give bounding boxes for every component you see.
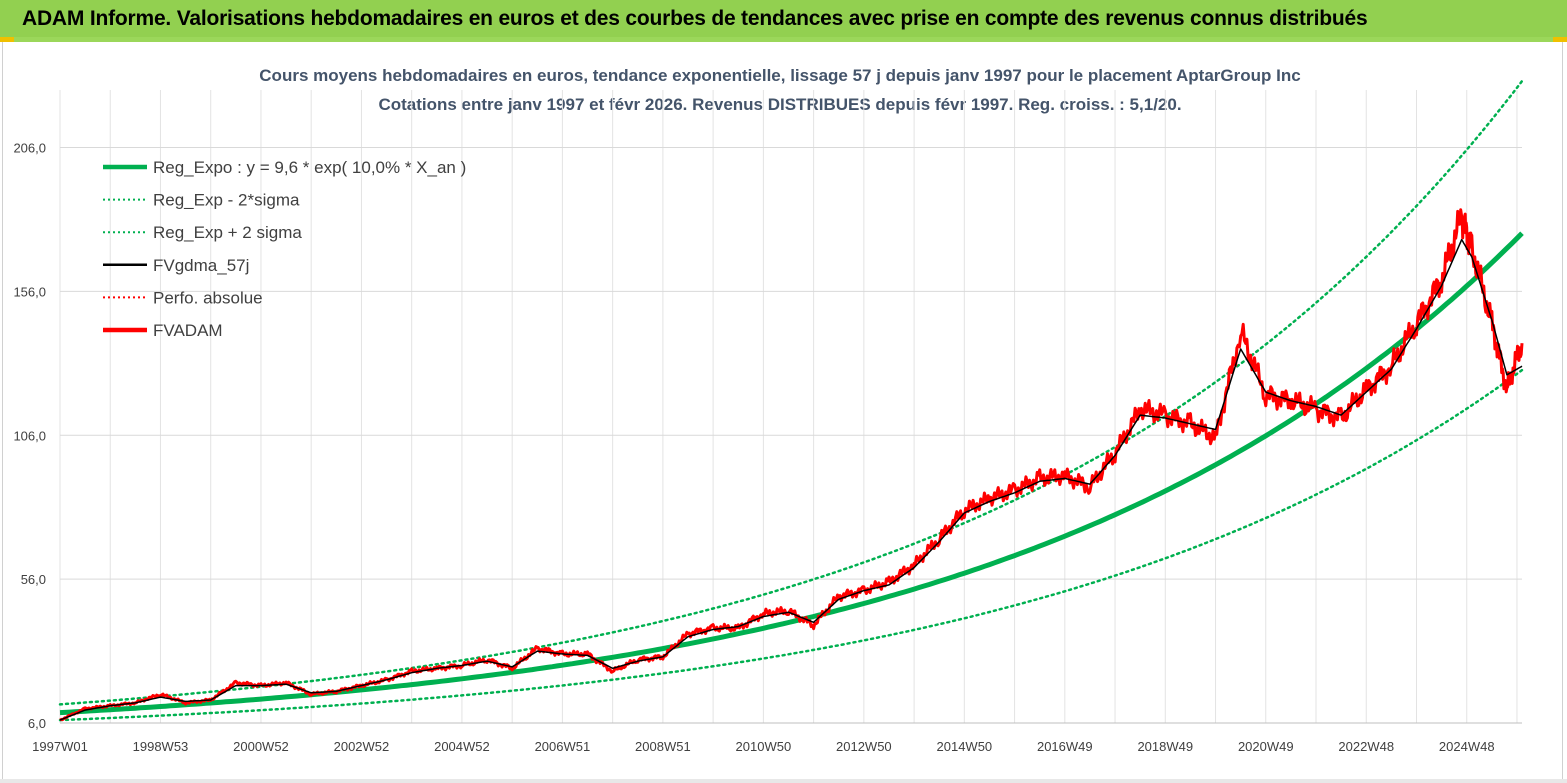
x-tick-label: 2018W49 (1137, 739, 1193, 754)
fvadam-line (59, 208, 1524, 722)
x-tick-label: 2024W48 (1439, 739, 1495, 754)
legend-label: Reg_Expo : y = 9,6 * exp( 10,0% * X_an ) (153, 158, 466, 177)
bottom-border (0, 779, 1567, 783)
legend-label: FVgdma_57j (153, 256, 249, 275)
reg-exp-plus-2sigma-line (58, 79, 1524, 706)
y-tick-label: 6,0 (28, 716, 46, 731)
x-tick-label: 2016W49 (1037, 739, 1093, 754)
legend: Reg_Expo : y = 9,6 * exp( 10,0% * X_an )… (103, 158, 466, 340)
fvgdma-57j-line (59, 238, 1523, 721)
x-tick-label: 2014W50 (937, 739, 993, 754)
reg-expo-line (59, 231, 1524, 716)
page-title: ADAM Informe. Valorisations hebdomadaire… (22, 7, 1368, 30)
corner-mark-right (1553, 37, 1567, 42)
y-tick-label: 56,0 (21, 572, 46, 587)
title-banner: ADAM Informe. Valorisations hebdomadaire… (0, 0, 1567, 42)
x-tick-label: 2006W51 (535, 739, 591, 754)
x-tick-label: 2022W48 (1338, 739, 1394, 754)
legend-label: Reg_Exp - 2*sigma (153, 191, 300, 210)
x-tick-label: 1997W01 (32, 739, 88, 754)
plot-area (58, 79, 1524, 722)
legend-label: Perfo. absolue (153, 288, 263, 307)
y-tick-label: 106,0 (13, 428, 46, 443)
chart-title: Cours moyens hebdomadaires en euros, ten… (259, 66, 1300, 85)
x-tick-label: 1998W53 (133, 739, 189, 754)
x-tick-label: 2002W52 (334, 739, 390, 754)
y-axis: 206,0 156,0 106,0 56,0 6,0 (13, 141, 46, 731)
chart-subtitle: Cotations entre janv 1997 et févr 2026. … (378, 95, 1181, 114)
y-tick-label: 156,0 (13, 284, 46, 299)
x-tick-label: 2000W52 (233, 739, 289, 754)
x-tick-label: 2004W52 (434, 739, 490, 754)
reg-exp-minus-2sigma-line (58, 368, 1524, 722)
x-axis: 1997W01 1998W53 2000W52 2002W52 2004W52 2006W… (32, 722, 1522, 754)
x-tick-label: 2020W49 (1238, 739, 1294, 754)
banner-strip (0, 37, 1567, 42)
chart-frame (2, 42, 1563, 779)
legend-label: Reg_Exp + 2 sigma (153, 223, 302, 242)
x-tick-label: 2012W50 (836, 739, 892, 754)
x-tick-label: 2008W51 (635, 739, 691, 754)
corner-mark-left (0, 37, 14, 42)
y-tick-label: 206,0 (13, 141, 46, 156)
x-tick-label: 2010W50 (736, 739, 792, 754)
legend-label: FVADAM (153, 321, 223, 340)
